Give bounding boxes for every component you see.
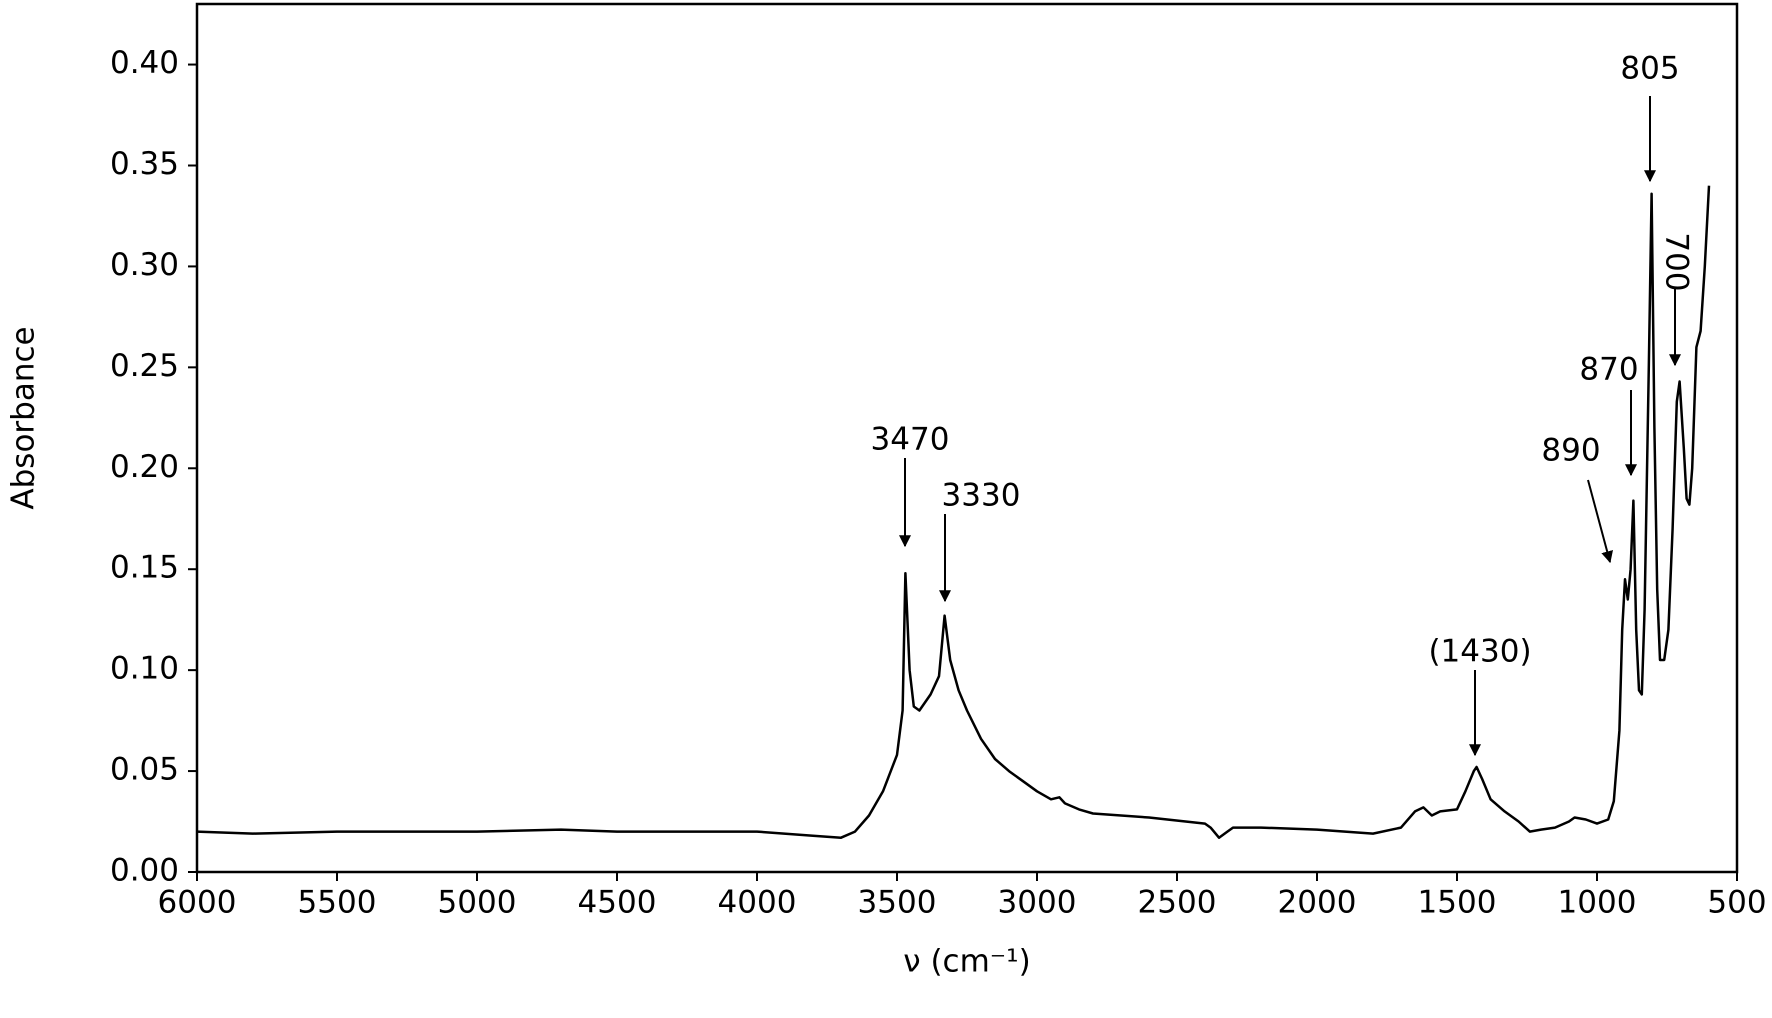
peak-label: 700 (1659, 232, 1695, 291)
x-tick-label: 2000 (1278, 885, 1357, 921)
x-tick-label: 5000 (438, 885, 517, 921)
peak-label: 805 (1620, 51, 1679, 87)
x-tick-label: 500 (1707, 885, 1766, 921)
x-tick-label: 5500 (298, 885, 377, 921)
peak-label: 890 (1541, 433, 1600, 469)
y-tick-label: 0.35 (110, 146, 179, 182)
x-tick-label: 1000 (1558, 885, 1637, 921)
peak-label: (1430) (1428, 634, 1531, 670)
x-axis-title: ν (cm⁻¹) (903, 944, 1030, 980)
x-tick-label: 2500 (1138, 885, 1217, 921)
x-tick-label: 1500 (1418, 885, 1497, 921)
peak-label: 3470 (871, 422, 950, 458)
y-tick-label: 0.40 (110, 45, 179, 81)
y-axis-title: Absorbance (6, 326, 42, 509)
y-tick-label: 0.10 (110, 651, 179, 687)
y-tick-label: 0.15 (110, 550, 179, 586)
x-tick-label: 4000 (718, 885, 797, 921)
y-tick-label: 0.30 (110, 247, 179, 283)
x-tick-label: 3000 (998, 885, 1077, 921)
x-tick-label: 4500 (578, 885, 657, 921)
y-tick-label: 0.00 (110, 853, 179, 889)
y-tick-label: 0.20 (110, 449, 179, 485)
x-tick-label: 3500 (858, 885, 937, 921)
y-tick-label: 0.05 (110, 752, 179, 788)
plot-frame (195, 2, 1739, 874)
peak-label: 3330 (942, 478, 1021, 514)
peak-label: 870 (1579, 352, 1638, 388)
x-tick-label: 6000 (158, 885, 237, 921)
y-tick-label: 0.25 (110, 348, 179, 384)
spectrum-line (196, 185, 1711, 839)
peak-arrow (1587, 479, 1613, 564)
